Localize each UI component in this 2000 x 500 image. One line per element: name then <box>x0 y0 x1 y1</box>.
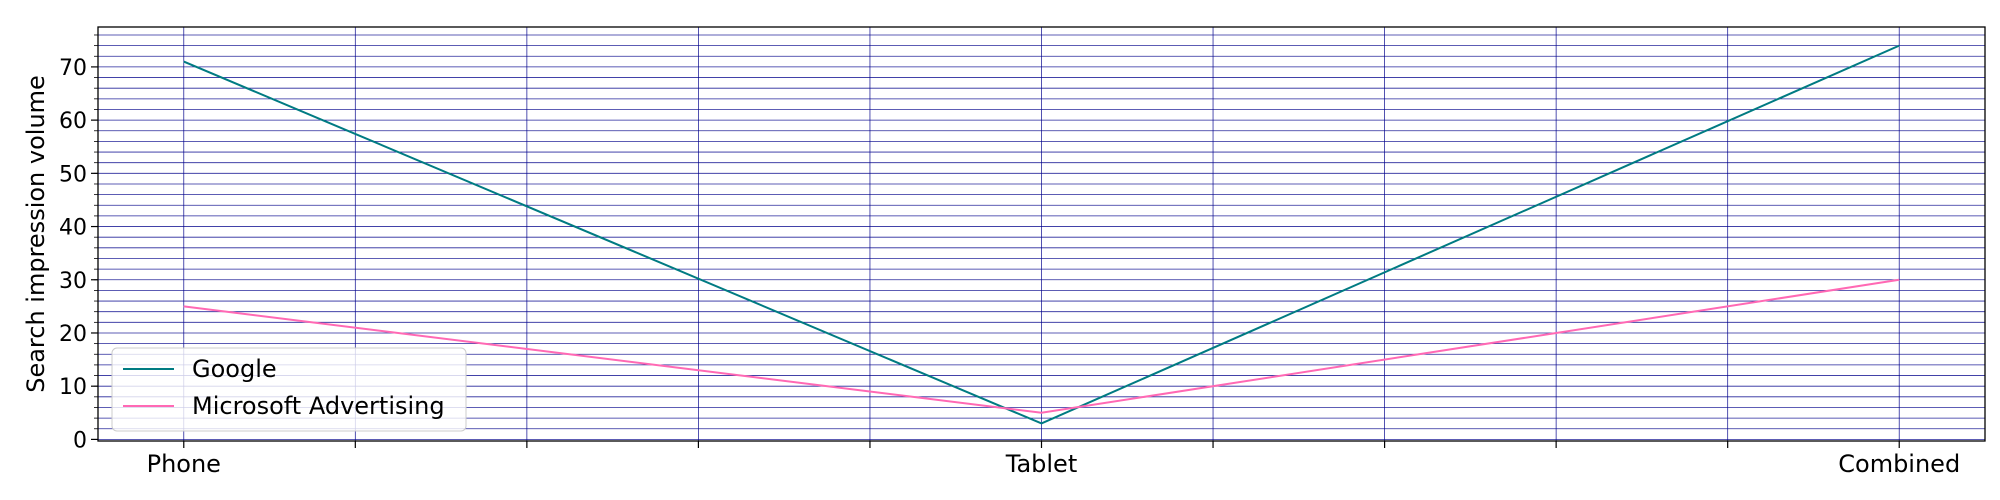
y-tick-label: 20 <box>59 322 87 347</box>
y-tick-label: 50 <box>59 162 87 187</box>
x-tick-label: Phone <box>147 450 221 478</box>
x-tick-label: Combined <box>1838 450 1960 478</box>
legend-box <box>111 347 467 432</box>
x-tick-label: Tablet <box>1005 450 1077 478</box>
legend: Google Microsoft Advertising <box>111 347 467 432</box>
y-axis-label: Search impression volume <box>22 75 50 393</box>
y-tick-label: 60 <box>59 109 87 134</box>
legend-label: Microsoft Advertising <box>192 392 445 420</box>
y-tick-label: 10 <box>59 375 87 400</box>
legend-label: Google <box>192 355 277 383</box>
series-line <box>183 44 1900 425</box>
y-tick-label: 70 <box>59 56 87 81</box>
y-tick-label: 0 <box>73 428 87 453</box>
y-tick-label: 40 <box>59 216 87 241</box>
series-lines <box>183 44 1900 425</box>
x-axis: Phone Tablet Combined <box>147 441 1960 478</box>
series-line <box>183 278 1900 414</box>
y-axis: 0 10 20 30 40 50 60 70 <box>59 34 98 453</box>
y-tick-label: 30 <box>59 269 87 294</box>
